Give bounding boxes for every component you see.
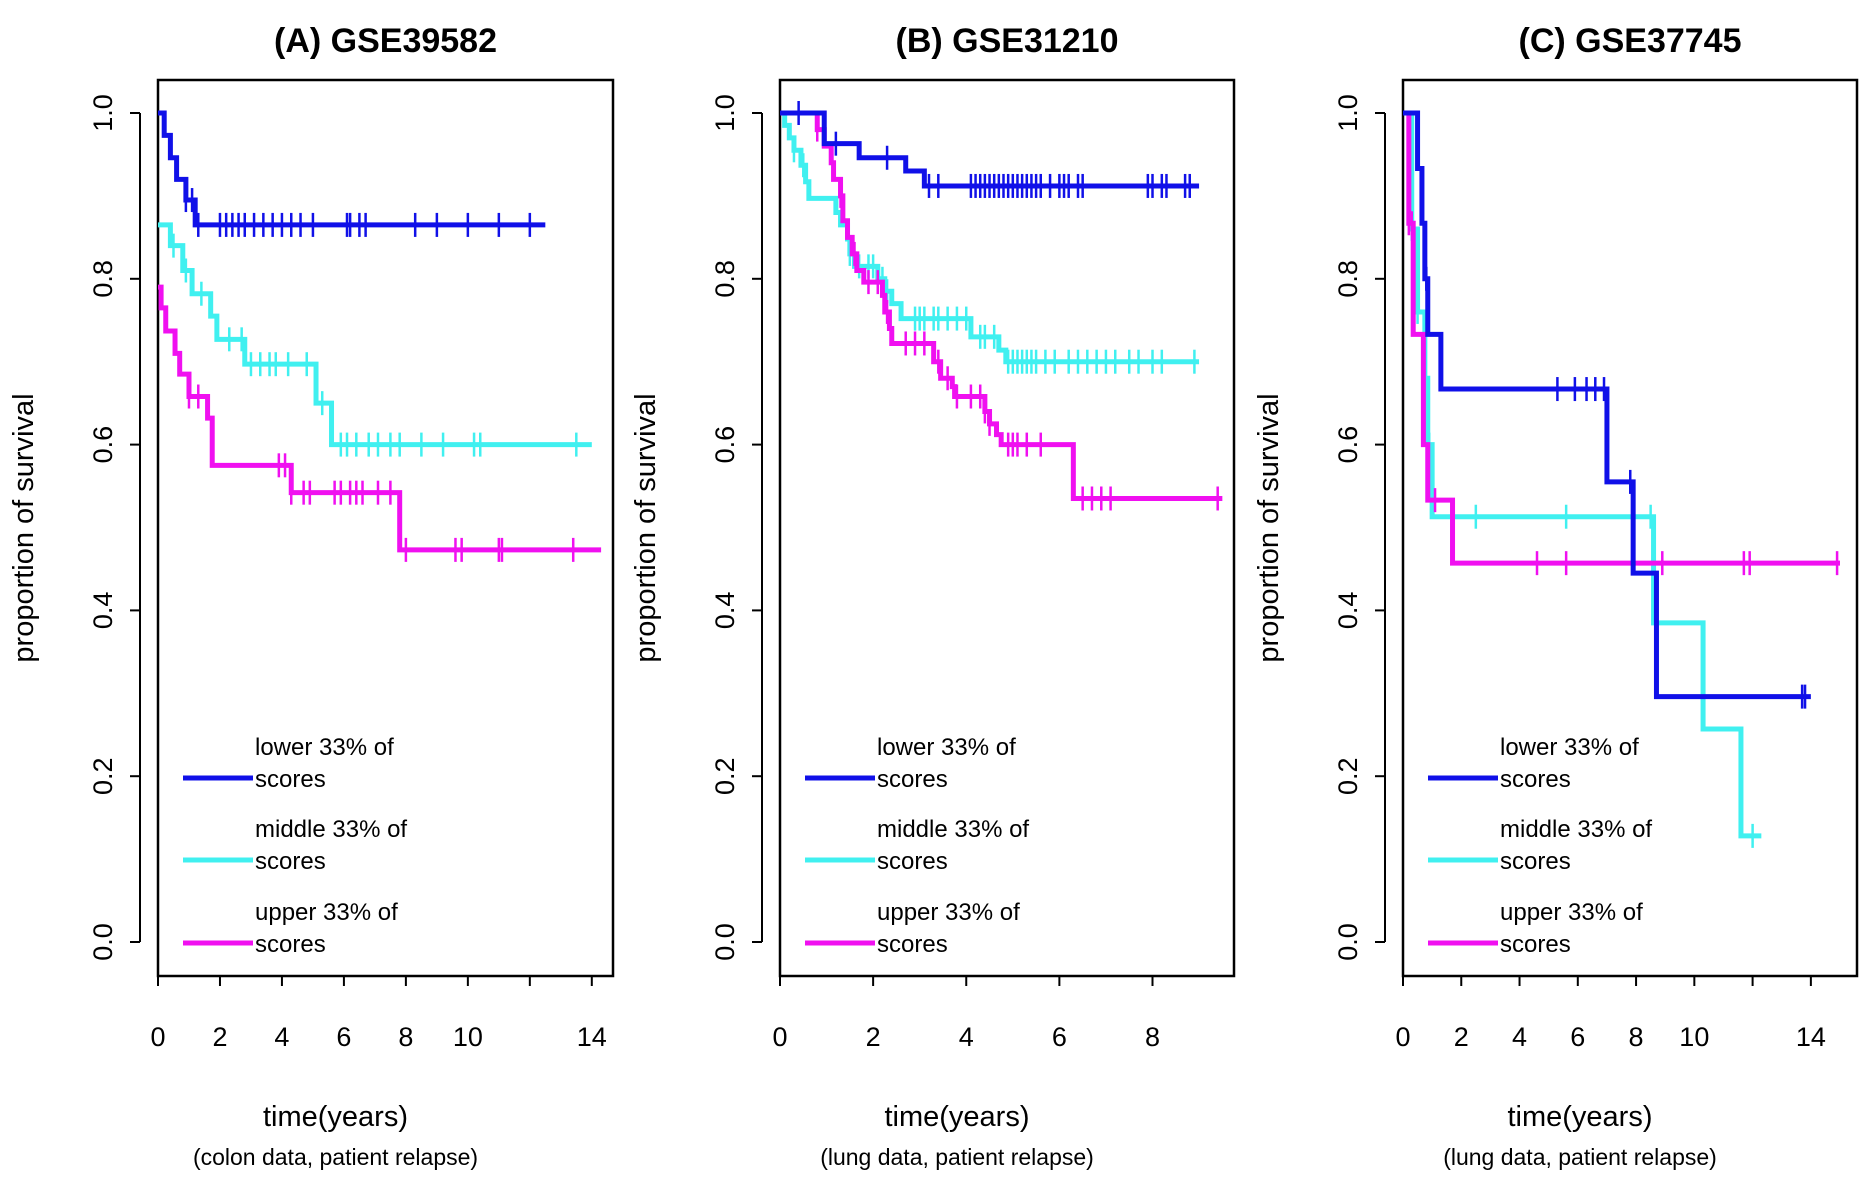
y-tick-label: 0.6: [1333, 426, 1363, 464]
legend-label-upper: upper 33% of: [877, 899, 1020, 926]
y-tick-label: 0.2: [1333, 757, 1363, 795]
survival-curve-middle: [1403, 110, 1762, 839]
y-tick-label: 0.4: [88, 592, 118, 630]
legend-label-upper-cont: scores: [255, 931, 326, 958]
legend-label-middle-cont: scores: [877, 848, 948, 875]
legend-label-middle-cont: scores: [1500, 848, 1571, 875]
legend-label-upper: upper 33% of: [255, 899, 398, 926]
y-tick-label: 1.0: [710, 94, 740, 132]
series-upper: [1403, 110, 1840, 576]
y-tick-label: 0.6: [710, 426, 740, 464]
survival-curve-upper: [158, 284, 602, 553]
survival-curve-middle: [780, 110, 1200, 365]
x-tick-label: 2: [866, 1022, 881, 1052]
survival-curve-lower: [1403, 110, 1811, 700]
series-middle: [780, 110, 1200, 374]
y-tick-label: 0.8: [1333, 260, 1363, 298]
legend-label-lower-cont: scores: [255, 766, 326, 793]
y-tick-label: 0.8: [710, 260, 740, 298]
legend-label-lower: lower 33% of: [255, 734, 394, 761]
legend-label-upper-cont: scores: [877, 931, 948, 958]
x-tick-label: 4: [1512, 1022, 1527, 1052]
x-tick-label: 2: [1454, 1022, 1469, 1052]
panel-2: (B) GSE31210 0 2 4 6 8 0.0 0.2 0.4 0.6 0.8 1.0 propo…: [630, 22, 1236, 1170]
x-tick-label: 10: [453, 1022, 483, 1052]
y-tick-label: 0.4: [710, 592, 740, 630]
x-tick-label: 8: [398, 1022, 413, 1052]
y-axis-label: proportion of survival: [8, 393, 40, 662]
x-axis-label: time(years): [884, 1101, 1029, 1133]
series-upper: [780, 110, 1223, 511]
y-tick-label: 0.2: [710, 757, 740, 795]
y-tick-label: 0.0: [88, 923, 118, 961]
y-tick-label: 0.0: [710, 923, 740, 961]
legend-label-middle: middle 33% of: [1500, 816, 1652, 843]
legend: lower 33% of scores middle 33% of scores upp…: [805, 734, 1029, 958]
legend-label-lower: lower 33% of: [1500, 734, 1639, 761]
panel-3: (C) GSE37745 0 2 4 6 8 10 14 0.0 0.2 0.4 0.6 0.8 1.0 p…: [1253, 22, 1859, 1170]
legend-label-lower-cont: scores: [1500, 766, 1571, 793]
legend-label-upper: upper 33% of: [1500, 899, 1643, 926]
x-tick-label: 2: [212, 1022, 227, 1052]
legend: lower 33% of scores middle 33% of scores upp…: [183, 734, 407, 958]
series-upper: [158, 284, 602, 562]
x-tick-label: 0: [772, 1022, 787, 1052]
x-tick-label: 6: [336, 1022, 351, 1052]
survival-curve-lower: [158, 110, 546, 228]
x-axis-sublabel: (colon data, patient relapse): [193, 1144, 478, 1170]
x-tick-label: 14: [1796, 1022, 1826, 1052]
legend: lower 33% of scores middle 33% of scores upp…: [1428, 734, 1652, 958]
survival-curve-upper: [1403, 110, 1840, 566]
x-tick-label: 8: [1145, 1022, 1160, 1052]
x-axis-sublabel: (lung data, patient relapse): [1443, 1144, 1717, 1170]
x-tick-label: 6: [1052, 1022, 1067, 1052]
y-tick-label: 0.0: [1333, 923, 1363, 961]
x-tick-label: 8: [1629, 1022, 1644, 1052]
series-lower: [780, 101, 1200, 198]
x-tick-label: 0: [150, 1022, 165, 1052]
legend-label-middle: middle 33% of: [877, 816, 1029, 843]
survival-curve-middle: [158, 222, 592, 448]
survival-curve-upper: [780, 110, 1223, 501]
x-tick-label: 4: [274, 1022, 289, 1052]
survival-curve-lower: [780, 110, 1200, 189]
x-tick-label: 6: [1570, 1022, 1585, 1052]
x-axis-label: time(years): [1507, 1101, 1652, 1133]
x-axis-label: time(years): [263, 1101, 408, 1133]
series-middle: [158, 222, 592, 457]
x-tick-label: 0: [1395, 1022, 1410, 1052]
chart-title: (B) GSE31210: [896, 22, 1119, 60]
x-axis-sublabel: (lung data, patient relapse): [820, 1144, 1094, 1170]
series-lower: [158, 110, 546, 237]
x-tick-label: 14: [577, 1022, 607, 1052]
chart-title: (C) GSE37745: [1519, 22, 1742, 60]
legend-label-lower: lower 33% of: [877, 734, 1016, 761]
x-tick-label: 4: [959, 1022, 974, 1052]
y-tick-label: 0.2: [88, 757, 118, 795]
y-tick-label: 0.6: [88, 426, 118, 464]
y-tick-label: 1.0: [88, 94, 118, 132]
y-tick-label: 0.8: [88, 260, 118, 298]
legend-label-upper-cont: scores: [1500, 931, 1571, 958]
x-tick-label: 10: [1679, 1022, 1709, 1052]
y-axis-label: proportion of survival: [1253, 393, 1285, 662]
legend-label-middle-cont: scores: [255, 848, 326, 875]
chart-title: (A) GSE39582: [274, 22, 497, 60]
y-tick-label: 0.4: [1333, 592, 1363, 630]
series-lower: [1403, 110, 1811, 709]
panel-1: (A) GSE39582 0 2 4 6 8 10 14 0.0 0.2 0.4 0.6 0.8 1.0 p…: [8, 22, 615, 1170]
legend-label-lower-cont: scores: [877, 766, 948, 793]
y-axis-label: proportion of survival: [630, 393, 662, 662]
y-tick-label: 1.0: [1333, 94, 1363, 132]
legend-label-middle: middle 33% of: [255, 816, 407, 843]
